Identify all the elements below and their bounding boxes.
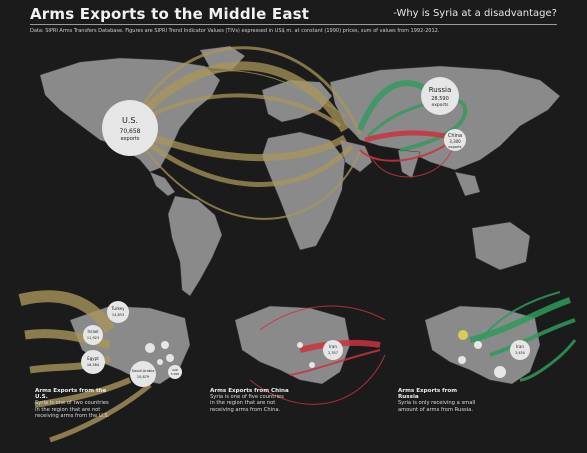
inset-china-heading: Arms Exports from China <box>210 388 289 394</box>
inset-us-caption: Arms Exports from the U.S. Syria is one … <box>35 388 115 419</box>
saudi-name: Saudi Arabia <box>132 369 155 373</box>
uae-value: 5,995 <box>171 372 180 376</box>
russia-iran-value: 3,450 <box>515 351 525 355</box>
inset-us-bubble-uae: UAE 5,995 <box>168 365 182 379</box>
russia-bubble-unit: exports <box>432 102 450 108</box>
inset-russia-heading: Arms Exports from Russia <box>398 388 458 401</box>
russia-bubble: Russia 28,590 exports <box>421 77 459 115</box>
israel-value: 11,923 <box>87 336 99 340</box>
inset-china-bubble-iran: Iran 2,357 <box>323 340 343 360</box>
saudi-value: 10,879 <box>137 375 149 379</box>
uae-name: UAE <box>172 368 178 372</box>
inset-us-bubble-saudi: Saudi Arabia 10,879 <box>130 361 156 387</box>
egypt-name: Egypt <box>87 356 99 361</box>
russia-bubble-value: 28,590 <box>431 96 449 102</box>
inset-us-bubble-israel: Israel 11,923 <box>83 325 103 345</box>
china-bubble-unit: exports <box>448 145 461 149</box>
source-note: Data: SIPRI Arms Transfers Database. Fig… <box>30 28 440 34</box>
us-bubble-unit: exports <box>121 136 140 142</box>
inset-russia-text: Syria is only receiving a small amount o… <box>398 400 476 413</box>
inset-russia-map <box>424 291 577 385</box>
page-title: Arms Exports to the Middle East <box>30 5 310 23</box>
inset-china-caption: Arms Exports from China Syria is one of … <box>210 388 290 413</box>
inset-us-heading: Arms Exports from the U.S. <box>35 388 107 401</box>
inset-us-text: Syria is one of two countries in the reg… <box>35 400 110 419</box>
inset-us-bubble-turkey: Turkey 14,833 <box>107 301 129 323</box>
russia-iran-name: Iran <box>516 344 524 349</box>
inset-china-text: Syria is one of five countries in the re… <box>210 394 284 413</box>
china-bubble-value: 3,300 <box>449 139 461 144</box>
inset-russia-small-bubbles <box>458 341 506 378</box>
china-bubble-name: China <box>448 133 462 139</box>
inset-us-small-bubbles <box>145 341 174 365</box>
header-rule <box>30 24 557 25</box>
turkey-name: Turkey <box>110 306 125 311</box>
inset-russia-bubble-iran: Iran 3,450 <box>510 340 530 360</box>
turkey-value: 14,833 <box>112 313 124 317</box>
us-bubble-name: U.S. <box>122 116 138 125</box>
inset-russia-bubble-syria <box>458 330 468 340</box>
china-bubble: China 3,300 exports <box>444 129 466 151</box>
us-bubble: U.S. 70,658 exports <box>102 100 158 156</box>
russia-bubble-name: Russia <box>429 86 452 94</box>
inset-russia-caption: Arms Exports from Russia Syria is only r… <box>398 388 478 413</box>
china-iran-name: Iran <box>329 344 337 349</box>
us-bubble-value: 70,658 <box>120 128 141 135</box>
egypt-value: 16,584 <box>87 363 100 367</box>
inset-us-bubble-egypt: Egypt 16,584 <box>81 350 105 374</box>
page-subtitle: -Why is Syria at a disadvantage? <box>393 8 557 19</box>
inset-china-small-bubbles <box>297 342 315 368</box>
us-export-arcs <box>126 46 362 220</box>
israel-name: Israel <box>88 329 99 334</box>
china-iran-value: 2,357 <box>328 351 338 355</box>
